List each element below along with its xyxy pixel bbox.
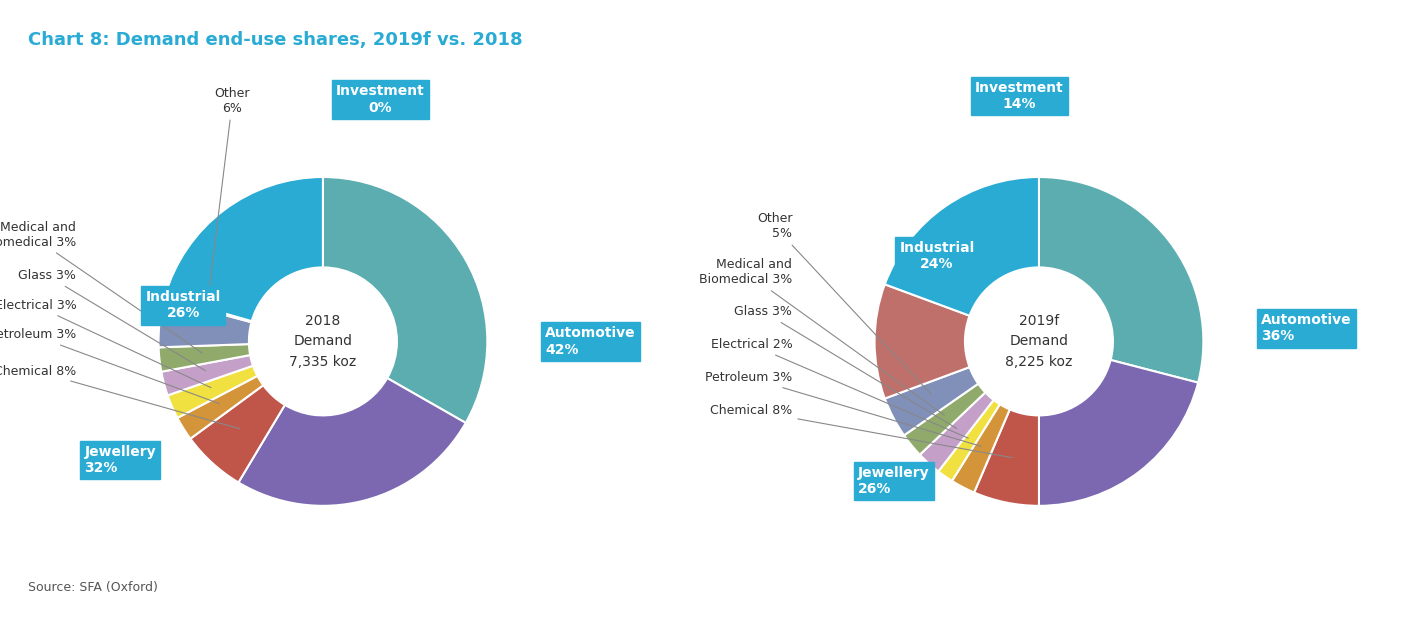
Text: 2019f
Demand
8,225 koz: 2019f Demand 8,225 koz [1005,314,1073,369]
Wedge shape [920,392,994,472]
Wedge shape [239,378,466,506]
Text: Electrical 3%: Electrical 3% [0,299,211,387]
Text: Automotive
42%: Automotive 42% [545,326,636,357]
Wedge shape [1039,360,1198,506]
Text: Other
5%: Other 5% [757,212,931,394]
Text: Investment
14%: Investment 14% [974,81,1064,111]
Text: Glass 3%: Glass 3% [18,269,205,371]
Text: Other
6%: Other 6% [205,87,250,325]
Text: Chart 8: Demand end-use shares, 2019f vs. 2018: Chart 8: Demand end-use shares, 2019f vs… [28,31,522,49]
Text: Industrial
26%: Industrial 26% [146,290,220,321]
Wedge shape [164,177,323,321]
Text: Medical and
Biomedical 3%: Medical and Biomedical 3% [0,220,202,353]
Text: 2018
Demand
7,335 koz: 2018 Demand 7,335 koz [289,314,357,369]
Text: Glass 3%: Glass 3% [734,305,956,428]
Wedge shape [164,297,251,322]
Wedge shape [974,409,1039,506]
Wedge shape [159,299,251,347]
Text: Automotive
36%: Automotive 36% [1261,313,1352,344]
Text: Petroleum 3%: Petroleum 3% [705,371,981,446]
Wedge shape [885,177,1039,316]
Wedge shape [1039,177,1203,383]
Text: Chemical 8%: Chemical 8% [710,404,1012,457]
Wedge shape [875,284,970,399]
Text: Jewellery
32%: Jewellery 32% [84,444,156,475]
Wedge shape [323,177,487,423]
Wedge shape [952,404,1009,493]
Text: Chemical 8%: Chemical 8% [0,365,240,429]
Text: Medical and
Biomedical 3%: Medical and Biomedical 3% [699,258,945,415]
Wedge shape [159,344,250,372]
Text: Industrial
24%: Industrial 24% [900,241,974,271]
Text: Jewellery
26%: Jewellery 26% [858,466,929,496]
Wedge shape [177,376,264,439]
Text: Source: SFA (Oxford): Source: SFA (Oxford) [28,581,159,594]
Wedge shape [938,400,1000,481]
Wedge shape [191,385,285,482]
Wedge shape [167,366,257,418]
Text: Petroleum 3%: Petroleum 3% [0,328,219,404]
Wedge shape [885,367,979,435]
Wedge shape [161,355,253,396]
Text: Investment
0%: Investment 0% [336,84,425,115]
Wedge shape [904,384,986,455]
Text: Electrical 2%: Electrical 2% [710,338,969,438]
